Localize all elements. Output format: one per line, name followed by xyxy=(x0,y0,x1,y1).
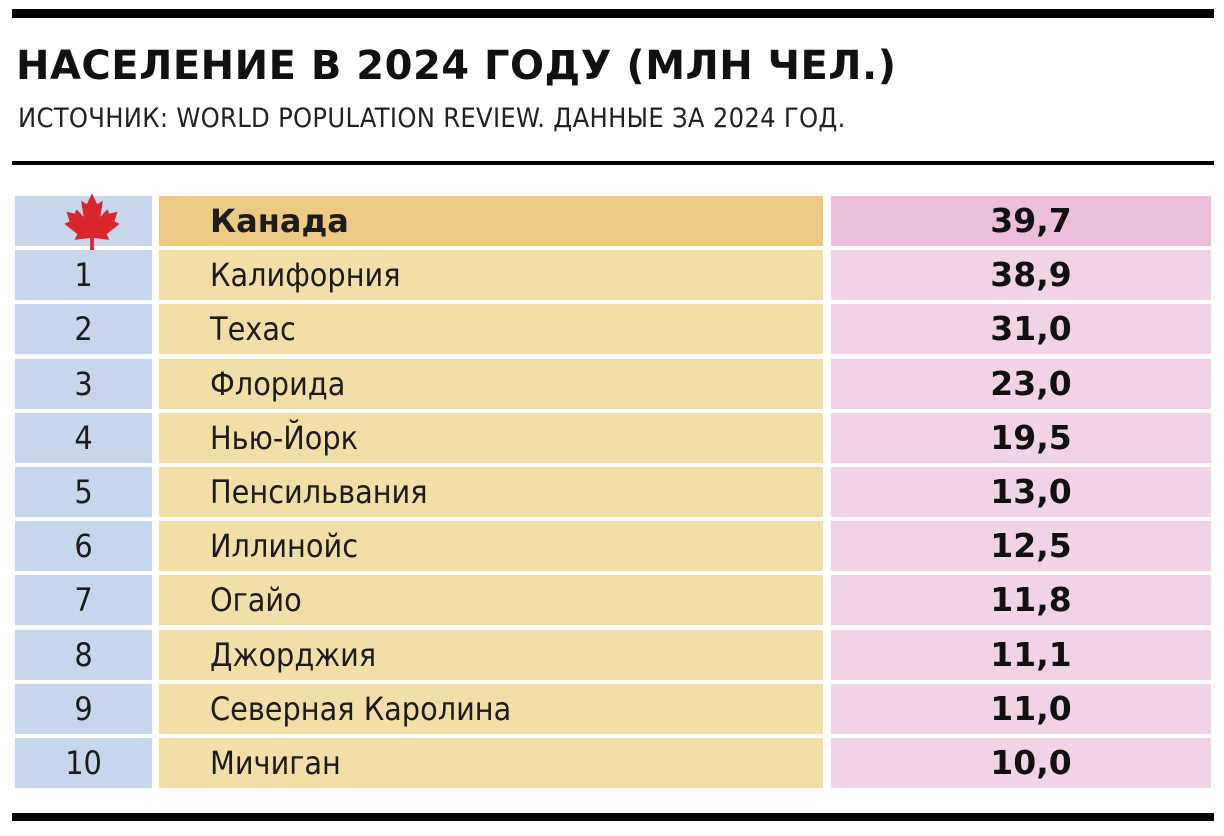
region-name: Пенсильвания xyxy=(210,473,428,511)
rank-number: 6 xyxy=(74,527,93,565)
table-row: 7 Огайо 11,8 xyxy=(0,575,1224,625)
value-cell: 12,5 xyxy=(831,521,1211,571)
population-value: 39,7 xyxy=(990,201,1072,240)
population-value: 11,8 xyxy=(990,580,1072,619)
rank-cell: 5 xyxy=(15,467,152,517)
name-cell: Мичиган xyxy=(159,738,823,788)
population-value: 11,0 xyxy=(990,689,1072,728)
rank-number: 9 xyxy=(74,690,93,728)
name-cell: Нью-Йорк xyxy=(159,413,823,463)
top-rule xyxy=(12,9,1214,18)
name-cell: Джорджия xyxy=(159,630,823,680)
rank-number: 8 xyxy=(74,636,93,674)
value-cell: 11,8 xyxy=(831,575,1211,625)
value-cell: 39,7 xyxy=(831,196,1211,246)
value-cell: 19,5 xyxy=(831,413,1211,463)
value-cell: 13,0 xyxy=(831,467,1211,517)
name-cell: Канада xyxy=(159,196,823,246)
table-row: 1 Калифорния 38,9 xyxy=(0,250,1224,300)
region-name: Джорджия xyxy=(210,636,377,674)
table-row: 9 Северная Каролина 11,0 xyxy=(0,684,1224,734)
source-subtitle: ИСТОЧНИК: WORLD POPULATION REVIEW. ДАННЫ… xyxy=(18,103,846,134)
maple-leaf-icon xyxy=(64,193,120,253)
rank-number: 7 xyxy=(74,581,93,619)
name-cell: Калифорния xyxy=(159,250,823,300)
rank-cell xyxy=(15,193,152,253)
value-cell: 11,0 xyxy=(831,684,1211,734)
population-value: 23,0 xyxy=(990,364,1072,403)
table-row: 5 Пенсильвания 13,0 xyxy=(0,467,1224,517)
rank-cell: 1 xyxy=(15,250,152,300)
value-cell: 38,9 xyxy=(831,250,1211,300)
table-row: 2 Техас 31,0 xyxy=(0,304,1224,354)
rank-number: 5 xyxy=(74,473,93,511)
region-name: Северная Каролина xyxy=(210,690,512,728)
rank-cell: 10 xyxy=(15,738,152,788)
table-row: 4 Нью-Йорк 19,5 xyxy=(0,413,1224,463)
table-row: 3 Флорида 23,0 xyxy=(0,359,1224,409)
rank-cell: 9 xyxy=(15,684,152,734)
population-value: 38,9 xyxy=(990,255,1072,294)
table-row: 10 Мичиган 10,0 xyxy=(0,738,1224,788)
population-value: 10,0 xyxy=(990,743,1072,782)
table-row: 8 Джорджия 11,1 xyxy=(0,630,1224,680)
rank-number: 10 xyxy=(65,744,102,782)
population-value: 19,5 xyxy=(990,418,1072,457)
rank-number: 2 xyxy=(74,310,93,348)
population-value: 13,0 xyxy=(990,472,1072,511)
region-name: Нью-Йорк xyxy=(210,419,359,457)
name-cell: Иллинойс xyxy=(159,521,823,571)
table-row: 6 Иллинойс 12,5 xyxy=(0,521,1224,571)
value-cell: 10,0 xyxy=(831,738,1211,788)
name-cell: Огайо xyxy=(159,575,823,625)
region-name: Мичиган xyxy=(210,744,341,782)
region-name: Калифорния xyxy=(210,256,401,294)
rank-cell: 7 xyxy=(15,575,152,625)
region-name: Иллинойс xyxy=(210,527,359,565)
population-value: 11,1 xyxy=(990,635,1072,674)
rank-number: 3 xyxy=(74,365,93,403)
header-divider xyxy=(12,161,1214,165)
value-cell: 23,0 xyxy=(831,359,1211,409)
rank-cell: 2 xyxy=(15,304,152,354)
page-title: НАСЕЛЕНИЕ В 2024 ГОДУ (МЛН ЧЕЛ.) xyxy=(16,43,897,89)
rank-cell: 6 xyxy=(15,521,152,571)
name-cell: Техас xyxy=(159,304,823,354)
name-cell: Пенсильвания xyxy=(159,467,823,517)
bottom-rule xyxy=(12,813,1214,821)
value-cell: 31,0 xyxy=(831,304,1211,354)
rank-number: 1 xyxy=(74,256,93,294)
rank-cell: 8 xyxy=(15,630,152,680)
rank-cell: 4 xyxy=(15,413,152,463)
rank-number: 4 xyxy=(74,419,93,457)
name-cell: Флорида xyxy=(159,359,823,409)
population-value: 31,0 xyxy=(990,309,1072,348)
population-value: 12,5 xyxy=(990,526,1072,565)
region-name: Флорида xyxy=(210,365,346,403)
value-cell: 11,1 xyxy=(831,630,1211,680)
table-row: Канада 39,7 xyxy=(0,193,1224,253)
name-cell: Северная Каролина xyxy=(159,684,823,734)
region-name: Канада xyxy=(210,202,349,240)
region-name: Техас xyxy=(210,310,296,348)
rank-cell: 3 xyxy=(15,359,152,409)
region-name: Огайо xyxy=(210,581,302,619)
